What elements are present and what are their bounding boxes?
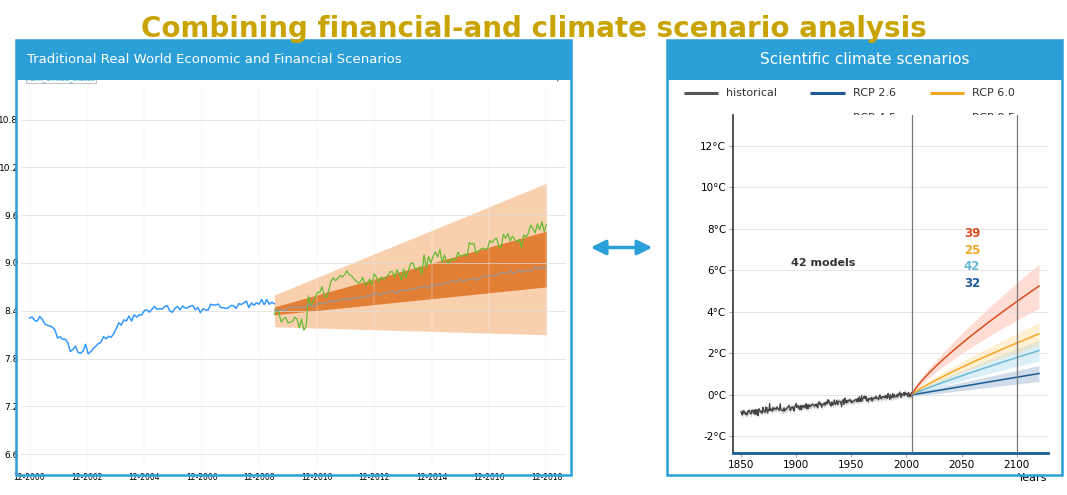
Text: RCP 8.5: RCP 8.5 bbox=[972, 113, 1015, 123]
Text: RCP 2.6: RCP 2.6 bbox=[853, 88, 895, 98]
X-axis label: Years: Years bbox=[1018, 473, 1048, 483]
Text: RCP 6.0: RCP 6.0 bbox=[972, 88, 1015, 98]
Text: AUIX_United_States: AUIX_United_States bbox=[27, 75, 95, 82]
Text: 25: 25 bbox=[964, 244, 981, 257]
Text: ▼: ▼ bbox=[555, 76, 560, 82]
FancyArrowPatch shape bbox=[594, 242, 649, 253]
Text: 42: 42 bbox=[964, 260, 981, 273]
Text: 32: 32 bbox=[964, 277, 981, 290]
Text: Combining financial-and climate scenario analysis: Combining financial-and climate scenario… bbox=[141, 15, 926, 43]
Text: RCP 4.5: RCP 4.5 bbox=[853, 113, 895, 123]
Text: 42 models: 42 models bbox=[792, 258, 856, 268]
Text: Traditional Real World Economic and Financial Scenarios: Traditional Real World Economic and Fina… bbox=[27, 53, 401, 66]
Text: 39: 39 bbox=[964, 227, 981, 240]
Text: historical: historical bbox=[726, 88, 777, 98]
Text: Scientific climate scenarios: Scientific climate scenarios bbox=[760, 52, 969, 67]
